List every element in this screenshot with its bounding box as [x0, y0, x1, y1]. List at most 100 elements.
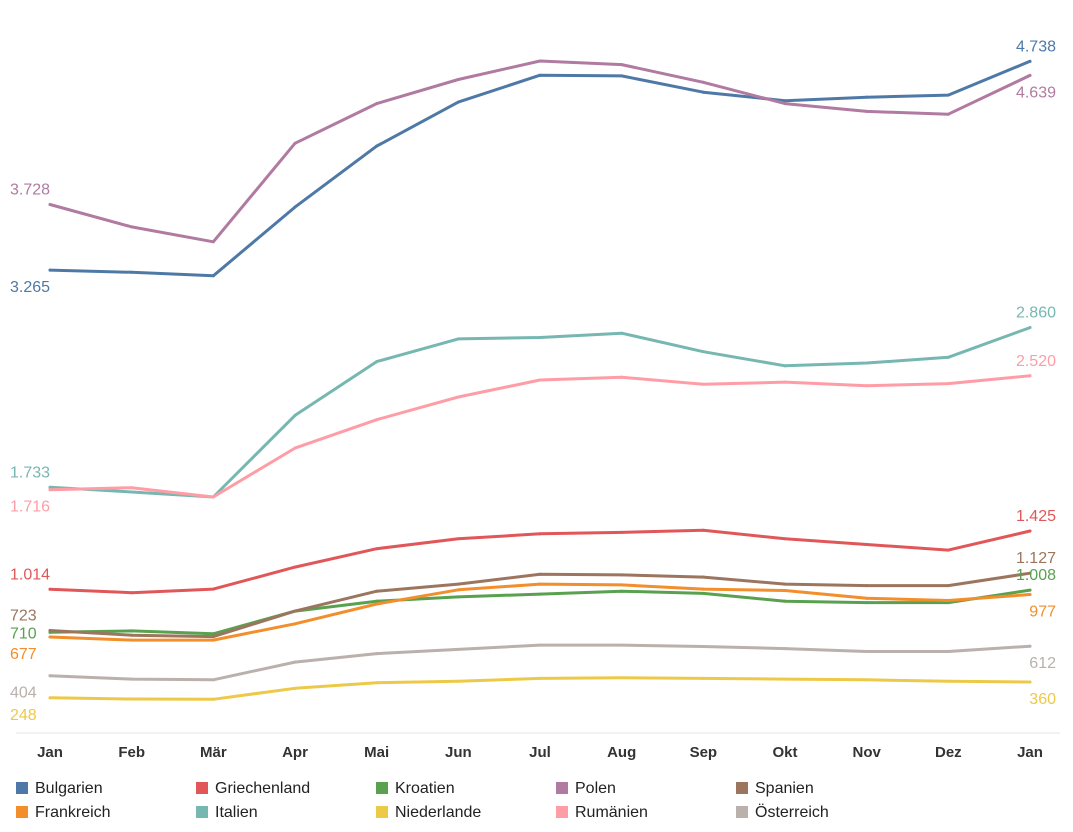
- legend-swatch: [376, 806, 388, 818]
- legend-item-griechenland: Griechenland: [196, 780, 310, 797]
- data-point-oesterreich: [865, 649, 869, 653]
- data-label-rumaenien: 1.716: [10, 499, 50, 516]
- data-point-rumaenien: [375, 418, 379, 422]
- series-line-frankreich: [48, 582, 1032, 642]
- data-point-griechenland: [946, 548, 950, 552]
- x-tick-label: Jan: [1017, 744, 1043, 761]
- legend-swatch: [736, 806, 748, 818]
- data-point-frankreich: [538, 582, 542, 586]
- data-point-rumaenien: [865, 384, 869, 388]
- data-point-kroatien: [538, 592, 542, 596]
- data-point-frankreich: [865, 596, 869, 600]
- legend-item-rumaenien: Rumänien: [556, 804, 648, 821]
- legend-label: Niederlande: [395, 804, 481, 821]
- data-point-frankreich: [293, 622, 297, 626]
- data-point-italien: [620, 331, 624, 335]
- legend-swatch: [196, 806, 208, 818]
- data-point-griechenland: [783, 537, 787, 541]
- data-point-rumaenien: [130, 486, 134, 490]
- data-label-italien: 2.860: [1016, 305, 1056, 322]
- data-label-oesterreich: 612: [1029, 655, 1056, 672]
- data-point-rumaenien: [538, 378, 542, 382]
- legend-swatch: [16, 806, 28, 818]
- data-point-spanien: [1028, 571, 1032, 575]
- data-point-griechenland: [211, 587, 215, 591]
- data-point-rumaenien: [48, 488, 52, 492]
- data-label-frankreich: 977: [1029, 603, 1056, 620]
- data-point-spanien: [293, 609, 297, 613]
- data-point-oesterreich: [1028, 644, 1032, 648]
- legend-label: Griechenland: [215, 780, 310, 797]
- legend-swatch: [556, 782, 568, 794]
- data-point-oesterreich: [211, 678, 215, 682]
- data-point-kroatien: [456, 595, 460, 599]
- data-label-bulgarien: 3.265: [10, 279, 50, 296]
- data-point-kroatien: [620, 589, 624, 593]
- data-point-italien: [946, 355, 950, 359]
- data-point-bulgarien: [130, 270, 134, 274]
- data-point-rumaenien: [620, 375, 624, 379]
- data-point-rumaenien: [456, 395, 460, 399]
- legend-item-spanien: Spanien: [736, 780, 814, 797]
- x-tick-label: Jan: [37, 744, 63, 761]
- data-point-polen: [130, 225, 134, 229]
- series-line-bulgarien: [48, 59, 1032, 278]
- data-point-frankreich: [1028, 592, 1032, 596]
- x-tick-label: Okt: [772, 744, 797, 761]
- data-point-kroatien: [701, 591, 705, 595]
- data-point-polen: [1028, 73, 1032, 77]
- data-point-griechenland: [701, 528, 705, 532]
- data-point-italien: [456, 337, 460, 341]
- data-point-kroatien: [1028, 588, 1032, 592]
- data-point-bulgarien: [946, 93, 950, 97]
- x-tick-label: Mai: [364, 744, 389, 761]
- data-point-frankreich: [783, 589, 787, 593]
- data-point-spanien: [130, 633, 134, 637]
- data-point-rumaenien: [783, 380, 787, 384]
- legend-label: Rumänien: [575, 804, 648, 821]
- legend-item-kroatien: Kroatien: [376, 780, 455, 797]
- data-point-oesterreich: [701, 645, 705, 649]
- legend-label: Österreich: [755, 803, 829, 821]
- data-point-frankreich: [620, 583, 624, 587]
- legend-item-italien: Italien: [196, 804, 258, 821]
- data-point-bulgarien: [701, 90, 705, 94]
- data-point-griechenland: [130, 591, 134, 595]
- data-point-frankreich: [48, 635, 52, 639]
- data-point-polen: [538, 59, 542, 63]
- data-point-oesterreich: [293, 660, 297, 664]
- data-point-griechenland: [293, 565, 297, 569]
- data-point-polen: [293, 141, 297, 145]
- legend-swatch: [556, 806, 568, 818]
- data-point-kroatien: [783, 599, 787, 603]
- data-point-bulgarien: [783, 99, 787, 103]
- data-point-oesterreich: [783, 647, 787, 651]
- data-point-niederlande: [1028, 680, 1032, 684]
- data-point-griechenland: [538, 532, 542, 536]
- data-point-bulgarien: [211, 274, 215, 278]
- data-point-kroatien: [130, 629, 134, 633]
- data-point-frankreich: [946, 598, 950, 602]
- data-point-bulgarien: [865, 95, 869, 99]
- data-label-griechenland: 1.014: [10, 566, 50, 583]
- data-point-polen: [211, 240, 215, 244]
- legend-label: Spanien: [755, 780, 814, 797]
- legend-swatch: [16, 782, 28, 794]
- x-tick-label: Aug: [607, 744, 636, 761]
- data-point-rumaenien: [946, 382, 950, 386]
- data-point-kroatien: [211, 632, 215, 636]
- data-point-italien: [48, 485, 52, 489]
- data-point-spanien: [48, 629, 52, 633]
- legend-item-polen: Polen: [556, 780, 616, 797]
- data-point-frankreich: [701, 587, 705, 591]
- data-point-polen: [456, 77, 460, 81]
- series-line-rumaenien: [48, 374, 1032, 499]
- data-point-spanien: [946, 584, 950, 588]
- legend-item-bulgarien: Bulgarien: [16, 780, 103, 797]
- data-point-rumaenien: [701, 382, 705, 386]
- legend-item-oesterreich: Österreich: [736, 803, 829, 821]
- legend-item-niederlande: Niederlande: [376, 804, 481, 821]
- data-point-polen: [48, 203, 52, 207]
